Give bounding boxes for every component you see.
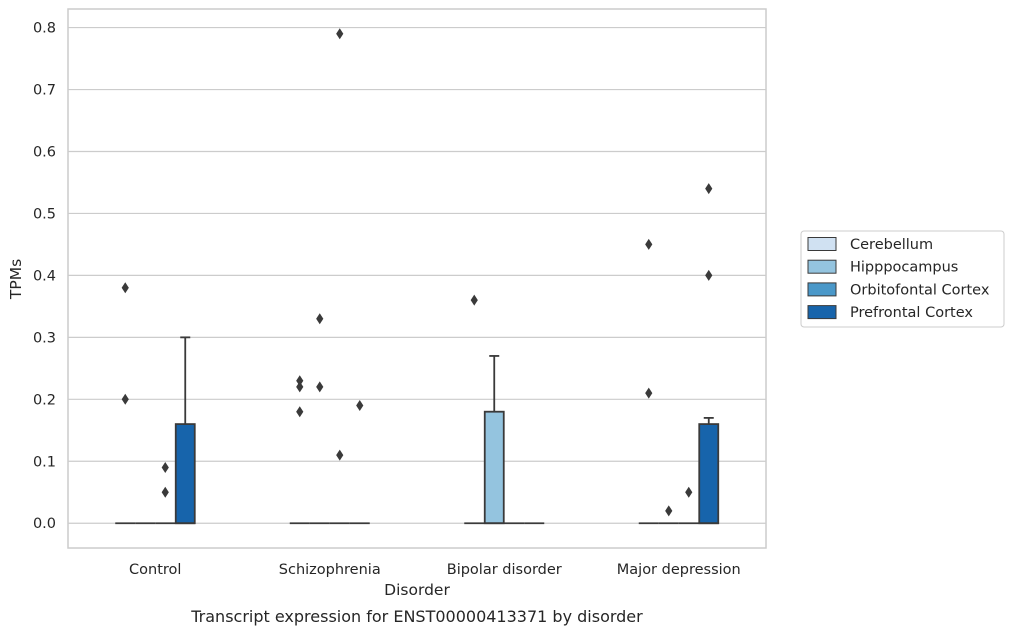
flier-point [685, 486, 693, 498]
legend-swatch [807, 282, 837, 297]
flier-point [161, 461, 169, 473]
flier-point [161, 486, 169, 498]
flier-point [665, 505, 673, 517]
flier-point [705, 183, 713, 195]
legend-frame [800, 230, 1005, 328]
x-axis-label: Disorder [384, 581, 450, 599]
x-tick-label: Major depression [617, 562, 741, 578]
legend-label: Prefrontal Cortex [850, 305, 973, 321]
x-tick-label: Schizophrenia [279, 562, 381, 578]
flier-point [470, 294, 478, 306]
flier-point [705, 269, 713, 281]
flier-point [356, 400, 364, 412]
flier-point [645, 387, 653, 399]
y-tick-label: 0.7 [33, 83, 56, 99]
box-group [698, 416, 720, 525]
box-rect [698, 423, 720, 525]
flier-point [336, 449, 344, 461]
legend-label: Cerebellum [850, 237, 933, 253]
flier-point [296, 381, 304, 393]
legend: Cerebellum Hipppocampus Orbitofontal Corte… [800, 230, 1005, 328]
figure-caption: Transcript expression for ENST0000041337… [190, 607, 643, 626]
flier-points [121, 28, 713, 517]
grid-lines [68, 26, 766, 524]
y-tick-label: 0.0 [33, 516, 56, 532]
y-tick-label: 0.5 [33, 206, 56, 222]
legend-swatch [807, 259, 837, 274]
flier-point [296, 375, 304, 387]
flier-point [316, 313, 324, 325]
x-tick-label: Control [129, 562, 181, 578]
legend-label: Hipppocampus [850, 260, 958, 276]
box-marks [115, 336, 720, 525]
flier-point [121, 282, 129, 294]
box-rect [174, 423, 196, 525]
legend-label: Orbitofontal Cortex [850, 282, 990, 298]
y-axis-label: TPMs [7, 259, 25, 300]
y-tick-label: 0.8 [33, 21, 56, 37]
legend-swatch [807, 305, 837, 320]
box-group [483, 355, 505, 525]
x-tick-label: Bipolar disorder [447, 562, 562, 578]
y-tick-label: 0.2 [33, 392, 56, 408]
flier-point [296, 406, 304, 418]
flier-point [645, 238, 653, 250]
box-group [174, 336, 196, 525]
legend-swatch [807, 237, 837, 251]
y-tick-label: 0.3 [33, 330, 56, 346]
y-tick-labels: 0.0 0.1 0.2 0.3 0.4 0.5 0.6 0.7 0.8 [33, 21, 56, 533]
y-tick-label: 0.1 [33, 454, 56, 470]
x-tick-labels: Control Schizophrenia Bipolar disorder Majo… [129, 562, 741, 578]
flier-point [121, 393, 129, 405]
box-rect [483, 410, 505, 525]
y-tick-label: 0.4 [33, 268, 56, 284]
flier-point [336, 28, 344, 40]
flier-point [316, 381, 324, 393]
plot-frame [67, 8, 767, 549]
y-tick-label: 0.6 [33, 144, 56, 160]
